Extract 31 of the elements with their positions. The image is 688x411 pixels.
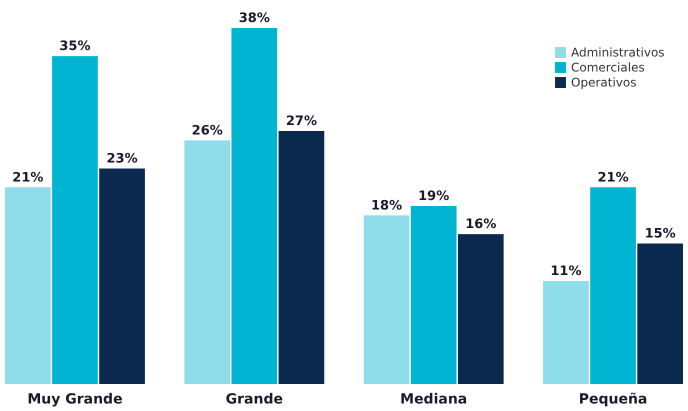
bar <box>231 28 278 384</box>
data-label: 23% <box>106 152 138 167</box>
bar <box>278 131 324 384</box>
bar <box>184 140 230 384</box>
bar <box>5 187 51 384</box>
legend-label: Administrativos <box>571 46 665 60</box>
data-label: 38% <box>238 11 270 26</box>
bar <box>458 234 504 384</box>
data-label: 11% <box>550 264 582 279</box>
data-label: 18% <box>371 198 402 214</box>
data-label: 27% <box>286 114 317 130</box>
bar <box>410 206 457 384</box>
bar <box>99 168 145 384</box>
legend-label: Operativos <box>571 76 636 90</box>
data-label: 21% <box>597 170 629 186</box>
bar <box>543 280 589 384</box>
bar <box>364 215 410 384</box>
bar <box>52 56 98 384</box>
data-label: 26% <box>192 123 223 138</box>
data-label: 21% <box>12 170 44 186</box>
x-tick-label: Mediana <box>400 392 468 408</box>
data-label: 15% <box>644 226 676 242</box>
x-tick-label: Grande <box>226 392 283 408</box>
bar <box>590 187 636 384</box>
data-label: 16% <box>465 217 496 232</box>
x-tick-label: Pequeña <box>578 392 648 408</box>
data-label: 35% <box>59 39 91 54</box>
data-label: 19% <box>418 189 450 204</box>
bar <box>637 243 683 384</box>
legend-label: Comerciales <box>571 60 645 74</box>
x-tick-label: Muy Grande <box>27 392 123 408</box>
